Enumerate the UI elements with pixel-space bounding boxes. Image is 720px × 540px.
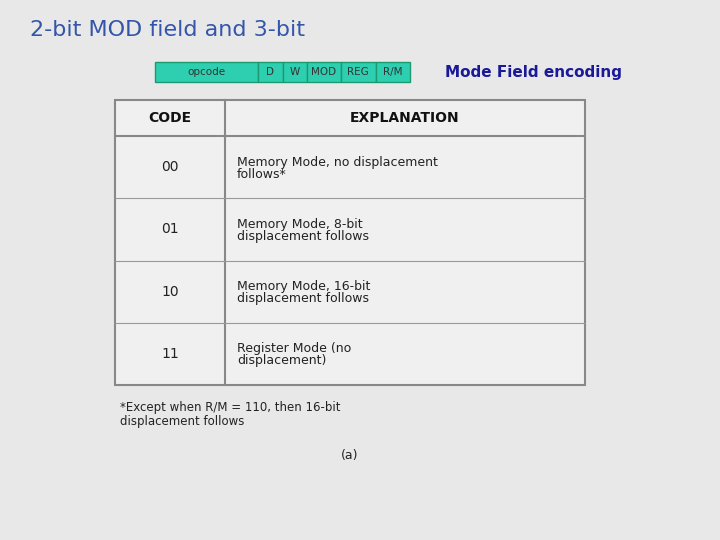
Text: displacement follows: displacement follows [237, 292, 369, 305]
Text: 01: 01 [161, 222, 179, 237]
Bar [376, 62, 410, 82]
Text: CODE: CODE [148, 111, 192, 125]
Text: W: W [289, 67, 300, 77]
Bar [341, 62, 376, 82]
Text: D: D [266, 67, 274, 77]
Text: displacement): displacement) [237, 354, 326, 367]
Bar [282, 62, 307, 82]
Text: *Except when R/M = 110, then 16-bit: *Except when R/M = 110, then 16-bit [120, 401, 341, 414]
Bar [258, 62, 282, 82]
Text: Memory Mode, no displacement: Memory Mode, no displacement [237, 156, 438, 168]
Text: displacement follows: displacement follows [237, 230, 369, 243]
Bar [307, 62, 341, 82]
Text: displacement follows: displacement follows [120, 415, 244, 428]
Text: Register Mode (no: Register Mode (no [237, 342, 351, 355]
Text: 10: 10 [161, 285, 179, 299]
Text: Memory Mode, 16-bit: Memory Mode, 16-bit [237, 280, 370, 293]
Text: Memory Mode, 8-bit: Memory Mode, 8-bit [237, 218, 363, 231]
Text: R/M: R/M [383, 67, 402, 77]
Text: MOD: MOD [311, 67, 336, 77]
Text: Mode Field encoding: Mode Field encoding [445, 64, 622, 79]
Text: 2-bit MOD field and 3-bit: 2-bit MOD field and 3-bit [30, 20, 305, 40]
Text: EXPLANATION: EXPLANATION [350, 111, 460, 125]
Text: 00: 00 [161, 160, 179, 174]
Text: REG: REG [348, 67, 369, 77]
Text: 11: 11 [161, 347, 179, 361]
Bar [115, 100, 585, 385]
Text: follows*: follows* [237, 167, 287, 180]
Text: (a): (a) [341, 449, 359, 462]
Bar [155, 62, 258, 82]
Text: opcode: opcode [188, 67, 226, 77]
